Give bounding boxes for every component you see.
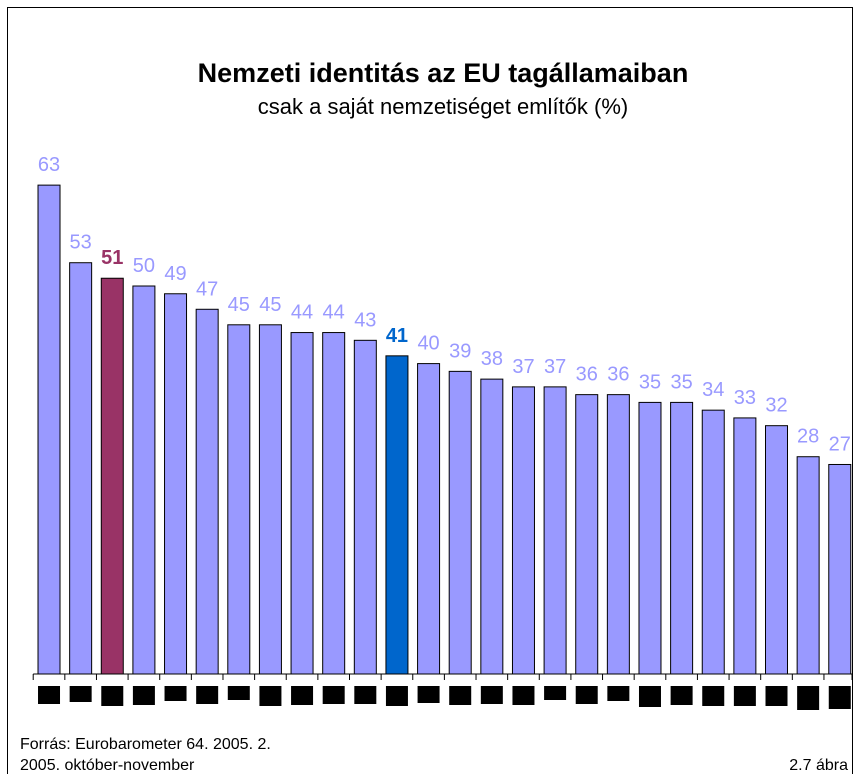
value-label: 35	[670, 371, 692, 393]
value-label: 53	[70, 232, 92, 254]
flag	[385, 686, 408, 706]
bar	[670, 401, 694, 675]
bar	[733, 417, 757, 675]
value-label: 45	[259, 294, 281, 316]
bar	[100, 277, 124, 675]
source-note: Forrás: Eurobarometer 64. 2005. 2.	[20, 736, 271, 753]
value-label: 36	[607, 364, 629, 386]
value-label: 28	[797, 426, 819, 448]
flag	[449, 686, 472, 705]
value-label: 35	[639, 371, 661, 393]
flag	[101, 686, 124, 706]
value-label: 27	[829, 433, 851, 455]
flag	[291, 686, 314, 705]
bar	[448, 370, 472, 675]
value-label: 47	[196, 278, 218, 300]
flag	[38, 686, 61, 704]
chart-subtitle: csak a saját nemzetiséget említők (%)	[258, 94, 628, 119]
value-label: 34	[702, 379, 724, 401]
value-label: 36	[576, 364, 598, 386]
flag	[417, 686, 440, 703]
bar	[290, 332, 314, 675]
value-label: 44	[323, 302, 345, 324]
flag	[733, 686, 756, 706]
bar	[765, 425, 789, 675]
bar	[796, 456, 820, 675]
bar	[575, 394, 599, 675]
flag	[607, 686, 630, 701]
bar	[543, 386, 567, 675]
chart-title: Nemzeti identitás az EU tagállamaiban	[198, 58, 689, 88]
flag	[164, 686, 187, 701]
value-label: 33	[734, 387, 756, 409]
value-label: 38	[481, 348, 503, 370]
flag	[196, 686, 219, 704]
bar	[385, 355, 409, 675]
flag	[670, 686, 693, 705]
bar	[132, 285, 156, 675]
bar	[164, 293, 188, 675]
value-label: 51	[101, 247, 123, 269]
period-note: 2005. október-november	[20, 757, 195, 774]
value-label: 32	[765, 395, 787, 417]
value-label: 37	[512, 356, 534, 378]
flag	[797, 686, 820, 710]
value-label: 37	[544, 356, 566, 378]
value-label: 43	[354, 309, 376, 331]
bar	[258, 324, 282, 675]
flag	[575, 686, 598, 704]
bar	[195, 308, 219, 675]
flag	[480, 686, 503, 704]
bar	[701, 409, 725, 675]
bar	[480, 378, 504, 675]
value-label: 45	[228, 294, 250, 316]
flag	[259, 686, 282, 706]
figure-number: 2.7 ábra	[789, 757, 848, 774]
bar	[69, 262, 93, 675]
bar	[828, 463, 852, 675]
flag	[322, 686, 345, 704]
flag	[69, 686, 92, 702]
value-label: 49	[164, 263, 186, 285]
bar	[511, 386, 535, 675]
value-label: 63	[38, 154, 60, 176]
value-label: 40	[417, 333, 439, 355]
flag	[828, 686, 851, 709]
bar	[227, 324, 251, 675]
flag	[544, 686, 567, 700]
bar	[638, 401, 662, 675]
flag	[227, 686, 250, 700]
flag	[512, 686, 535, 705]
value-label: 39	[449, 340, 471, 362]
flag	[638, 686, 661, 707]
bar	[322, 332, 346, 675]
value-label: 50	[133, 255, 155, 277]
value-label: 41	[386, 325, 408, 347]
bar	[417, 363, 441, 675]
bar	[353, 339, 377, 675]
value-label: 44	[291, 302, 313, 324]
flag	[132, 686, 155, 705]
bar	[606, 394, 630, 675]
flag	[765, 686, 788, 706]
flag	[354, 686, 377, 704]
flag	[702, 686, 725, 706]
bar	[37, 184, 61, 675]
